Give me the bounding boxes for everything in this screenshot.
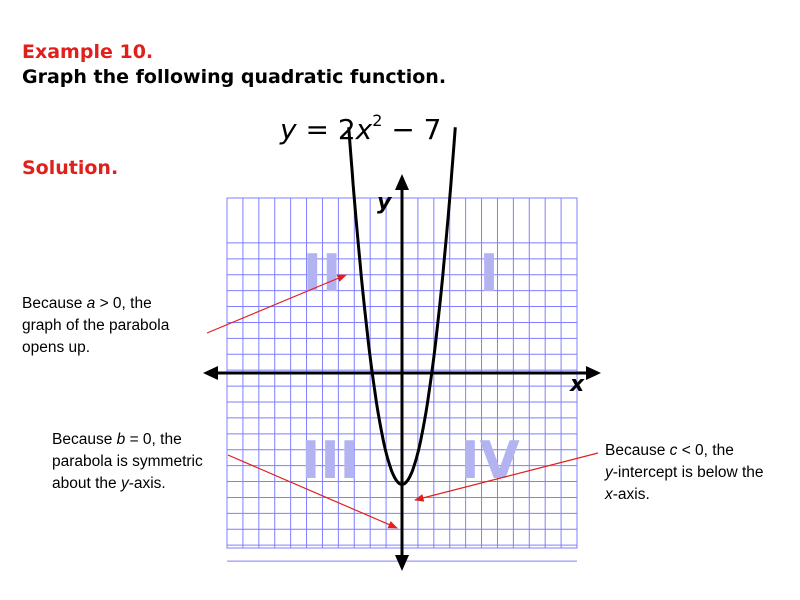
text: a xyxy=(87,295,96,312)
text: > 0, the xyxy=(95,295,151,312)
text: b xyxy=(117,431,126,448)
quadrant-label: III xyxy=(301,431,359,491)
text: about the xyxy=(52,475,121,492)
parabola xyxy=(347,127,457,486)
annotation-arrow xyxy=(206,274,347,334)
instruction: Graph the following quadratic function. xyxy=(22,66,446,88)
solution-label: Solution. xyxy=(22,157,118,179)
text: Because xyxy=(52,431,117,448)
annotation-line: Because a > 0, the xyxy=(22,295,152,312)
text: Because xyxy=(605,442,670,459)
equation-tail: − 7 xyxy=(382,113,441,146)
x-axis-label: x xyxy=(569,372,585,397)
text: < 0, the xyxy=(677,442,733,459)
annotation-line: y-intercept is below the xyxy=(604,464,764,481)
quadrant-label: IV xyxy=(460,431,520,491)
annotation-line: Because b = 0, the xyxy=(52,431,182,448)
equation-mid: = 2 xyxy=(297,113,356,146)
quadrant-label: II xyxy=(303,244,342,304)
annotation-line: x-axis. xyxy=(604,486,650,503)
text: -axis. xyxy=(613,486,650,503)
annotation-line: opens up. xyxy=(22,339,90,356)
annotation-line: graph of the parabola xyxy=(22,317,170,334)
y-axis-label: y xyxy=(377,190,393,215)
text: c xyxy=(670,442,678,459)
annotation-line: about the y-axis. xyxy=(52,475,166,492)
text: = 0, the xyxy=(125,431,181,448)
equation-x: x xyxy=(355,113,373,146)
equation-y: y xyxy=(279,113,297,146)
text: -axis. xyxy=(129,475,166,492)
annotation-arrow xyxy=(414,452,599,502)
annotation: Because c < 0, the y-intercept is below … xyxy=(604,442,764,503)
annotation: Because a > 0, the graph of the parabola… xyxy=(0,0,191,356)
example-title: Example 10. xyxy=(22,41,153,63)
equation-exp: 2 xyxy=(372,111,382,130)
equation: y = 2x2 − 7 xyxy=(279,111,442,146)
text: x xyxy=(604,486,614,503)
annotation-arrow xyxy=(227,454,398,529)
text: y xyxy=(120,475,130,492)
text: Because xyxy=(22,295,87,312)
annotation-line: Because c < 0, the xyxy=(605,442,734,459)
annotation: Because b = 0, the parabola is symmetric… xyxy=(0,0,224,492)
axes xyxy=(203,174,601,571)
annotation-line: parabola is symmetric xyxy=(52,453,203,470)
quadrant-label: I xyxy=(479,244,498,304)
text: -intercept is below the xyxy=(613,464,764,481)
text: y xyxy=(604,464,614,481)
